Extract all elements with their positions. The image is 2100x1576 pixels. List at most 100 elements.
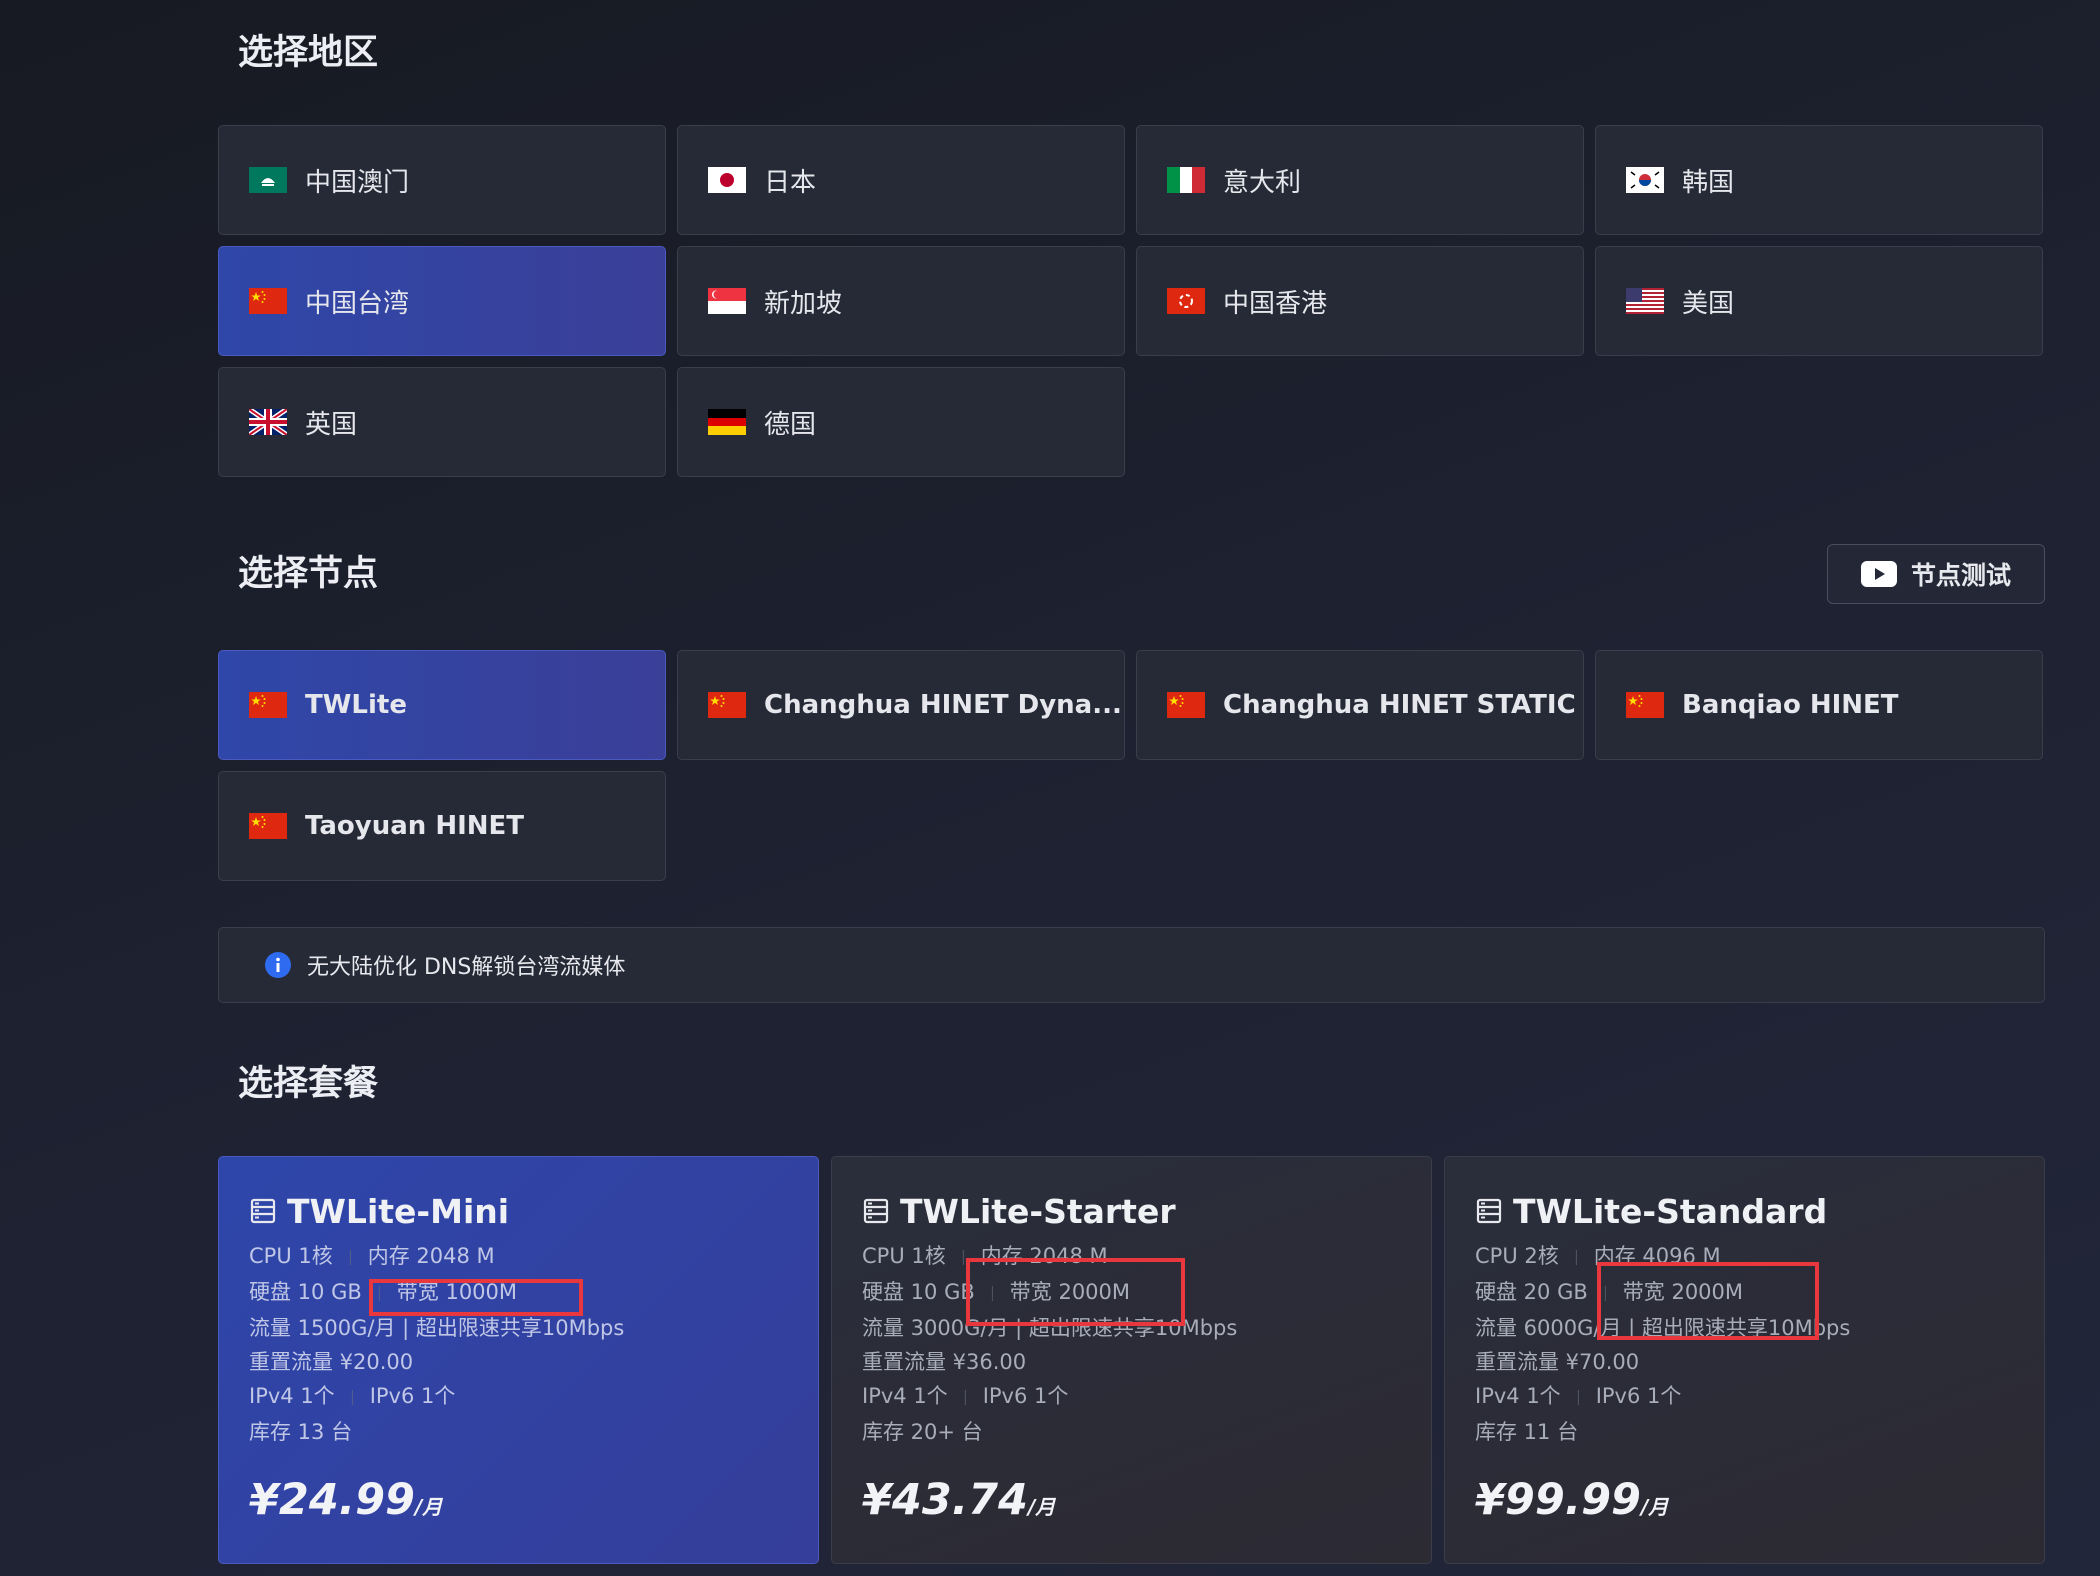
plan-name: TWLite-Starter bbox=[900, 1191, 1176, 1231]
spec-text: 带宽 1000M bbox=[396, 1280, 518, 1304]
spec-line: 重置流量 ¥20.00 bbox=[249, 1345, 818, 1379]
spec-line: IPv4 1个 ｜ IPv6 1个 bbox=[249, 1379, 818, 1415]
option-label: 德国 bbox=[764, 409, 817, 440]
separator: ｜ bbox=[344, 1389, 360, 1407]
flag bbox=[1626, 692, 1664, 718]
node-grid: TWLite Changhua HINET Dyna... Changhua HIN… bbox=[218, 650, 2045, 881]
option-label: 英国 bbox=[305, 409, 358, 440]
spec-text: IPv4 1个 bbox=[1475, 1384, 1561, 1408]
option-label: Banqiao HINET bbox=[1682, 690, 1899, 720]
plan-card[interactable]: TWLite-Mini CPU 1核 ｜ 内存 2048 M 硬盘 10 GB ｜ 带宽 1… bbox=[218, 1156, 819, 1564]
plan-title: TWLite-Mini bbox=[249, 1189, 818, 1233]
flag bbox=[1167, 288, 1205, 314]
flag bbox=[249, 288, 287, 314]
option-card[interactable]: 德国 bbox=[677, 367, 1125, 477]
option-label: 日本 bbox=[764, 167, 817, 198]
option-card[interactable]: 中国香港 bbox=[1136, 246, 1584, 356]
spec-line: 流量 1500G/月 | 超出限速共享10Mbps bbox=[249, 1311, 818, 1345]
separator: ｜ bbox=[1570, 1389, 1586, 1407]
spec-text: IPv4 1个 bbox=[862, 1384, 948, 1408]
flag bbox=[249, 813, 287, 839]
spec-text: 硬盘 10 GB bbox=[862, 1280, 975, 1304]
info-icon bbox=[265, 952, 291, 978]
spec-line: 硬盘 20 GB ｜ 带宽 2000M bbox=[1475, 1275, 2044, 1311]
spec-text: CPU 1核 bbox=[862, 1244, 946, 1268]
section-title: 选择套餐 bbox=[238, 1064, 379, 1104]
spec-text: 库存 11 台 bbox=[1475, 1420, 1579, 1444]
spec-line: 库存 11 台 bbox=[1475, 1415, 2044, 1449]
option-card[interactable]: 日本 bbox=[677, 125, 1125, 235]
node-test-button[interactable]: 节点测试 bbox=[1827, 544, 2045, 604]
plan-price: ¥43.74/月 bbox=[862, 1475, 1055, 1525]
spec-line: CPU 1核｜内存 2048 M bbox=[862, 1239, 1431, 1275]
spec-text: 硬盘 20 GB bbox=[1475, 1280, 1588, 1304]
plan-specs: CPU 1核｜内存 2048 M 硬盘 10 GB ｜带宽 2000M 流量 3000… bbox=[862, 1239, 1431, 1449]
spec-text: 重置流量 ¥36.00 bbox=[862, 1350, 1027, 1374]
option-label: 新加坡 bbox=[764, 288, 843, 319]
flag bbox=[249, 692, 287, 718]
spec-text: 库存 13 台 bbox=[249, 1420, 353, 1444]
notice: 无大陆优化 DNS解锁台湾流媒体 bbox=[218, 927, 2045, 1003]
spec-text: 内存 2048 M bbox=[367, 1244, 495, 1268]
flag bbox=[249, 167, 287, 193]
spec-text: 带宽 2000M bbox=[1622, 1280, 1744, 1304]
spec-line: 流量 3000G/月 | 超出限速共享10Mbps bbox=[862, 1311, 1431, 1345]
option-label: 意大利 bbox=[1223, 167, 1302, 198]
spec-line: IPv4 1个 ｜ IPv6 1个 bbox=[1475, 1379, 2044, 1415]
plan-card[interactable]: TWLite-Standard CPU 2核｜内存 4096 M 硬盘 20 GB ｜… bbox=[1444, 1156, 2045, 1564]
separator: ｜ bbox=[1568, 1249, 1584, 1267]
plan-card[interactable]: TWLite-Starter CPU 1核｜内存 2048 M 硬盘 10 GB ｜带… bbox=[831, 1156, 1432, 1564]
spec-line: 重置流量 ¥70.00 bbox=[1475, 1345, 2044, 1379]
section-title: 选择地区 bbox=[238, 33, 379, 73]
spec-line: 硬盘 10 GB ｜ 带宽 2000M bbox=[862, 1275, 1431, 1311]
spec-text: CPU 1核 bbox=[249, 1244, 333, 1268]
region-grid: 中国澳门 日本 意大利 韩国中国台湾 新加坡 中国香港 美国英国 德国 bbox=[218, 125, 2045, 477]
option-card[interactable]: 英国 bbox=[218, 367, 666, 477]
flag bbox=[708, 288, 746, 314]
plan-price: ¥99.99/月 bbox=[1475, 1475, 1668, 1525]
option-label: 中国台湾 bbox=[305, 288, 410, 319]
spec-text: IPv6 1个 bbox=[1595, 1384, 1682, 1408]
option-label: 美国 bbox=[1682, 288, 1735, 319]
server-icon bbox=[863, 1198, 889, 1224]
option-label: Changhua HINET STATIC bbox=[1223, 690, 1576, 720]
plan-list: TWLite-Mini CPU 1核｜内存 2048 M 硬盘 10 GB ｜带宽 1… bbox=[218, 1156, 2045, 1564]
separator: ｜ bbox=[371, 1285, 387, 1303]
option-card[interactable]: 中国台湾 bbox=[218, 246, 666, 356]
price-value: ¥99.99 bbox=[1475, 1475, 1641, 1525]
flag bbox=[249, 409, 287, 435]
price-unit: /月 bbox=[1640, 1495, 1669, 1519]
plan-price: ¥24.99/月 bbox=[249, 1475, 442, 1525]
option-card[interactable]: Changhua HINET Dyna... bbox=[677, 650, 1125, 760]
spec-line: 库存 20+ 台 bbox=[862, 1415, 1431, 1449]
spec-text: 重置流量 ¥20.00 bbox=[249, 1350, 414, 1374]
option-card[interactable]: Changhua HINET STATIC bbox=[1136, 650, 1584, 760]
server-icon bbox=[250, 1198, 276, 1224]
spec-text: 库存 20+ 台 bbox=[862, 1420, 983, 1444]
flag bbox=[708, 409, 746, 435]
spec-text: 流量 1500G/月 | 超出限速共享10Mbps bbox=[249, 1316, 625, 1340]
spec-line: 库存 13 台 bbox=[249, 1415, 818, 1449]
option-card[interactable]: 美国 bbox=[1595, 246, 2043, 356]
option-card[interactable]: Banqiao HINET bbox=[1595, 650, 2043, 760]
spec-text: 内存 2048 M bbox=[980, 1244, 1108, 1268]
notice-text: 无大陆优化 DNS解锁台湾流媒体 bbox=[307, 955, 626, 980]
option-card[interactable]: 韩国 bbox=[1595, 125, 2043, 235]
option-card[interactable]: 新加坡 bbox=[677, 246, 1125, 356]
button-label: 节点测试 bbox=[1910, 561, 2011, 590]
option-card[interactable]: 中国澳门 bbox=[218, 125, 666, 235]
plan-name: TWLite-Mini bbox=[287, 1191, 510, 1231]
spec-text: 流量 3000G/月 | 超出限速共享10Mbps bbox=[862, 1316, 1238, 1340]
plan-title: TWLite-Starter bbox=[862, 1189, 1431, 1233]
annotation-box bbox=[966, 1258, 1185, 1326]
option-label: 中国香港 bbox=[1223, 288, 1328, 319]
separator: ｜ bbox=[342, 1249, 358, 1267]
option-card[interactable]: 意大利 bbox=[1136, 125, 1584, 235]
option-card[interactable]: Taoyuan HINET bbox=[218, 771, 666, 881]
option-card[interactable]: TWLite bbox=[218, 650, 666, 760]
flag bbox=[1626, 288, 1664, 314]
price-unit: /月 bbox=[1027, 1495, 1056, 1519]
option-label: Taoyuan HINET bbox=[305, 811, 525, 841]
video-icon bbox=[1860, 561, 1897, 587]
